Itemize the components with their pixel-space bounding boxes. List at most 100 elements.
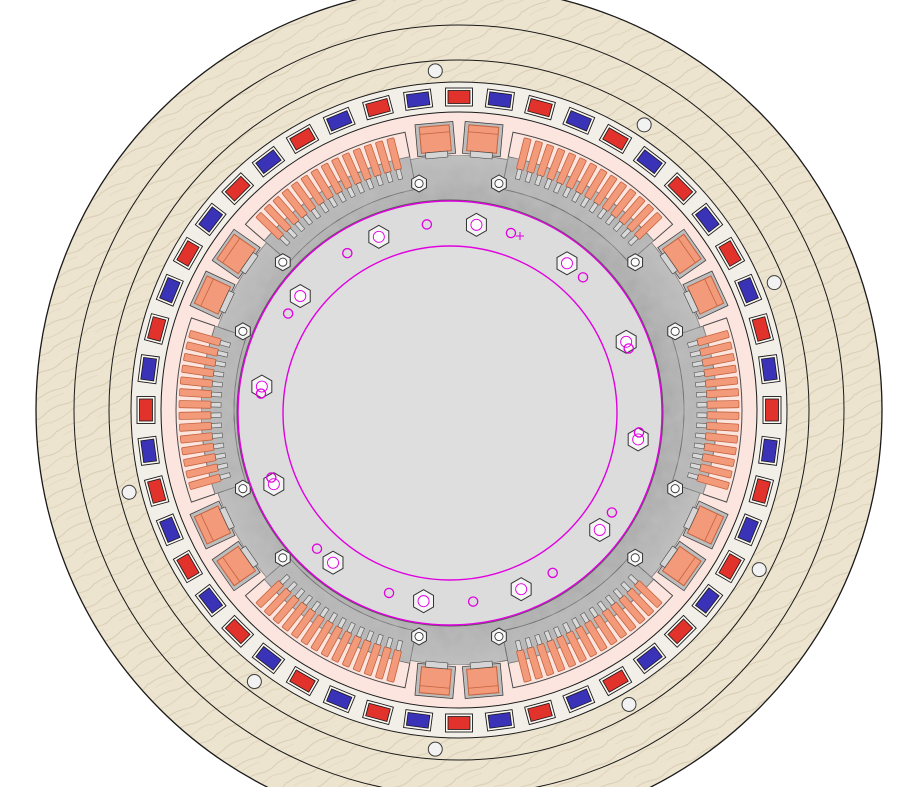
coil-finger bbox=[185, 341, 229, 358]
coil-finger bbox=[580, 611, 608, 652]
coil-finger bbox=[178, 421, 222, 432]
coil-finger bbox=[178, 400, 222, 409]
coil-finger bbox=[695, 376, 739, 388]
magnet-north bbox=[221, 172, 255, 206]
coil-bracket bbox=[175, 317, 216, 503]
coil-finger bbox=[627, 573, 663, 608]
outer-mount-bolt bbox=[246, 674, 262, 690]
stator-stud-nut bbox=[274, 548, 291, 567]
stator-stud-nut bbox=[235, 479, 251, 498]
coil-finger bbox=[183, 353, 227, 368]
single-coil bbox=[189, 270, 236, 320]
stator-stud-nut bbox=[491, 627, 507, 646]
housing-groove-1 bbox=[73, 24, 845, 787]
coil-finger bbox=[571, 617, 598, 658]
coil-finger bbox=[375, 637, 394, 680]
coil-group bbox=[514, 573, 663, 683]
coil-finger bbox=[596, 181, 627, 220]
hub-hex-bolt bbox=[627, 427, 649, 452]
coil-finger bbox=[281, 594, 313, 632]
magnet-south bbox=[758, 354, 781, 385]
magnet-north bbox=[136, 396, 156, 424]
coil-finger bbox=[696, 411, 740, 420]
coil-finger bbox=[543, 630, 566, 672]
coil-finger bbox=[696, 388, 740, 399]
stator-stud-nut bbox=[627, 548, 644, 567]
hub-hex-bolt bbox=[368, 224, 390, 249]
hub-pin-hole bbox=[623, 343, 634, 354]
coil-finger bbox=[291, 181, 322, 220]
coil-finger bbox=[255, 212, 291, 247]
outer-mount-bolt bbox=[636, 117, 652, 133]
hub-pin-hole bbox=[311, 543, 323, 554]
magnet-south bbox=[137, 354, 160, 385]
stator-stud-nut bbox=[667, 322, 683, 341]
hub-pin-hole bbox=[383, 587, 395, 599]
coil-finger bbox=[693, 364, 737, 378]
hub-hex-bolt bbox=[465, 212, 487, 237]
magnet-south bbox=[155, 273, 184, 307]
outer-mount-bolt bbox=[427, 741, 443, 757]
coil-group bbox=[514, 137, 663, 247]
coil-finger bbox=[514, 137, 532, 181]
coil-finger bbox=[264, 203, 298, 239]
single-coil bbox=[657, 228, 707, 280]
coil-finger bbox=[696, 400, 740, 409]
coil-finger bbox=[300, 606, 330, 646]
single-coil bbox=[657, 540, 707, 592]
coil-finger bbox=[185, 462, 229, 479]
single-coil bbox=[682, 500, 729, 550]
housing-groove-2 bbox=[108, 59, 810, 761]
magnet-south bbox=[632, 145, 667, 178]
coil-finger bbox=[562, 157, 587, 199]
coil-finger bbox=[291, 600, 322, 639]
coil-finger bbox=[181, 442, 225, 456]
coil-finger bbox=[695, 432, 739, 444]
coil-finger bbox=[320, 617, 347, 658]
magnet-south bbox=[251, 642, 286, 675]
coil-finger bbox=[188, 472, 231, 490]
magnet-north bbox=[714, 236, 746, 271]
magnet-south bbox=[403, 709, 434, 732]
outer-mount-bolt bbox=[621, 696, 637, 712]
magnet-north bbox=[663, 614, 697, 648]
coil-finger bbox=[689, 462, 733, 479]
magnet-segments bbox=[136, 87, 782, 733]
magnet-north bbox=[524, 94, 556, 121]
coil-finger bbox=[363, 633, 384, 676]
coil-bracket bbox=[507, 578, 674, 689]
single-coil bbox=[461, 121, 504, 160]
coil-finger bbox=[310, 168, 338, 209]
hub-guide-circle-outer bbox=[237, 200, 663, 626]
magnet-north bbox=[663, 172, 697, 206]
hub-hex-bolt bbox=[615, 329, 637, 354]
coil-finger bbox=[179, 432, 223, 444]
coil-finger bbox=[272, 587, 306, 624]
stator-stud-nut bbox=[235, 322, 251, 341]
coil-finger bbox=[687, 472, 730, 490]
magnet-north bbox=[524, 699, 556, 726]
magnet-north bbox=[598, 123, 633, 155]
magnet-north bbox=[172, 236, 204, 271]
coil-finger bbox=[534, 633, 555, 676]
magnet-south bbox=[155, 513, 184, 547]
coil-finger bbox=[534, 144, 555, 187]
hub-bore bbox=[282, 245, 618, 581]
hub-pin-hole bbox=[547, 567, 558, 579]
magnet-north bbox=[221, 614, 255, 648]
magnet-south bbox=[562, 106, 596, 135]
coil-finger bbox=[386, 137, 404, 181]
magnet-south bbox=[322, 106, 356, 135]
coil-finger bbox=[272, 196, 306, 233]
magnet-south bbox=[691, 202, 724, 237]
magnet-north bbox=[362, 94, 394, 121]
hub-pin-hole bbox=[606, 507, 618, 518]
coil-finger bbox=[375, 140, 394, 183]
magnet-south bbox=[734, 273, 763, 307]
magnet-south bbox=[734, 513, 763, 547]
coil-finger bbox=[300, 174, 330, 214]
coil-finger bbox=[281, 188, 313, 226]
outer-mounting-bolts bbox=[121, 63, 782, 757]
magnet-north bbox=[143, 313, 170, 345]
